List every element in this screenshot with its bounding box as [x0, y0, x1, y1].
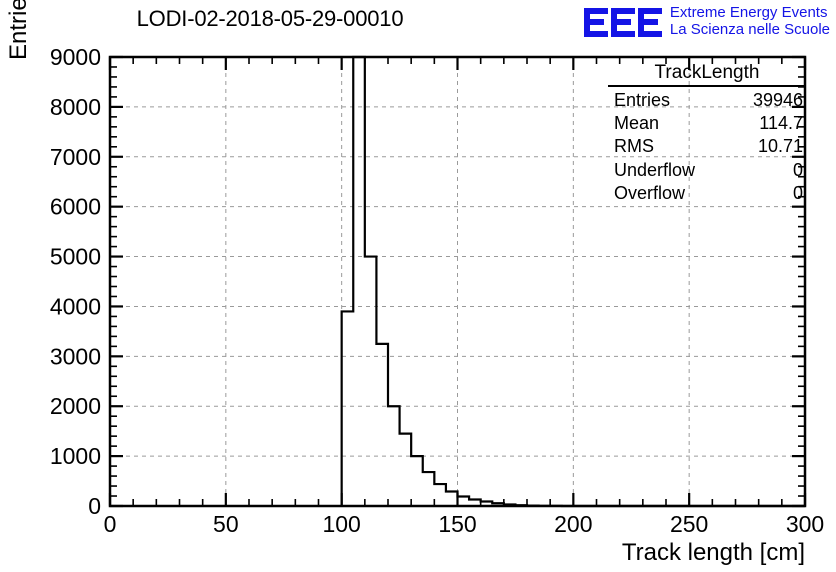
y-axis-title: Entries/bin — [5, 0, 32, 60]
x-tick-label: 50 — [213, 511, 239, 537]
x-tick-label: 200 — [554, 511, 592, 537]
stats-title: TrackLength — [654, 62, 760, 83]
stats-row-value: 0 — [792, 182, 803, 203]
stats-divider — [608, 85, 806, 87]
stats-box: TrackLength Entries 39946 Mean 114.7 RMS 10.7… — [608, 62, 806, 205]
stats-row: Mean 114.7 — [608, 112, 806, 135]
x-axis-title: Track length [cm] — [622, 539, 805, 566]
x-tick-label: 150 — [438, 511, 476, 537]
y-tick-label: 6000 — [50, 194, 101, 220]
axis-ticks — [108, 55, 807, 508]
logo-line-1: Extreme Energy Events — [669, 4, 828, 22]
logo-line-2: La Scienza nelle Scuole — [669, 21, 830, 38]
stats-row-value: 0 — [792, 159, 803, 180]
y-tick-label: 5000 — [50, 244, 101, 270]
y-tick-label: 9000 — [50, 44, 101, 70]
x-tick-label: 300 — [786, 511, 824, 537]
stats-row-value: 10.71 — [757, 136, 803, 157]
stats-row: Underflow 0 — [608, 159, 806, 182]
axis-tick-labels: 0 50 100 150 200 250 3000100020003000400050006… — [50, 44, 824, 537]
x-tick-label: 0 — [104, 511, 117, 537]
stats-row: Entries 39946 — [608, 89, 806, 112]
y-tick-label: 0 — [88, 493, 101, 519]
y-tick-label: 8000 — [50, 94, 101, 120]
y-tick-label: 2000 — [50, 393, 101, 419]
page-title: LODI-02-2018-05-29-00010 — [136, 6, 404, 31]
stats-rows: Entries 39946 Mean 114.7 RMS 10.71 Underflow 0 O… — [608, 89, 806, 205]
stats-row-label: Mean — [614, 113, 660, 134]
stats-row: RMS 10.71 — [608, 135, 806, 158]
eee-logo: Extreme Energy Events La Scienza nelle S… — [583, 2, 830, 42]
y-tick-label: 7000 — [50, 144, 101, 170]
y-tick-label: 1000 — [50, 443, 101, 469]
logo-text: Extreme Energy Events La Scienza nelle S… — [669, 4, 830, 39]
stats-row-value: 39946 — [752, 90, 803, 110]
x-tick-label: 250 — [670, 511, 708, 537]
stats-row-label: Underflow — [614, 159, 696, 180]
stats-row-value: 114.7 — [759, 113, 803, 134]
y-tick-label: 3000 — [50, 343, 101, 369]
x-tick-label: 100 — [322, 511, 360, 537]
stats-row: Overflow 0 — [608, 182, 806, 205]
stats-row-label: Entries — [614, 90, 671, 110]
eee-mark-icon — [583, 7, 662, 37]
y-tick-label: 4000 — [50, 293, 101, 319]
stats-row-label: Overflow — [614, 182, 686, 203]
stats-row-label: RMS — [614, 136, 654, 157]
